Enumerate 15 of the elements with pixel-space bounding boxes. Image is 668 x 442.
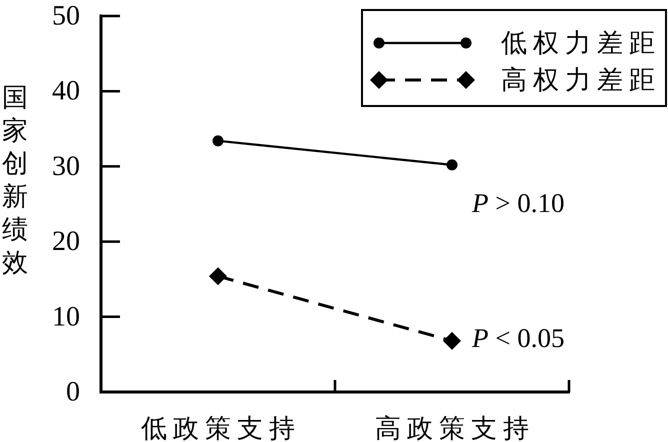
y-tick-label: 40 [52,76,80,107]
point [209,267,227,286]
y-tick-label: 20 [52,226,80,258]
y-axis-title: 国家创新绩效 [2,82,28,276]
y-tick-label: 50 [52,0,80,32]
y-tick-label: 0 [66,376,80,408]
point [212,135,224,146]
x-tick-label: 低政策支持 [141,414,295,442]
x-tick-label: 高政策支持 [375,414,529,442]
y-tick-label: 10 [52,301,80,332]
point [446,159,458,170]
annotation: P < 0.05 [472,323,564,353]
annotation: P > 0.10 [472,188,564,218]
point [443,332,461,350]
y-tick-label: 30 [52,150,80,182]
